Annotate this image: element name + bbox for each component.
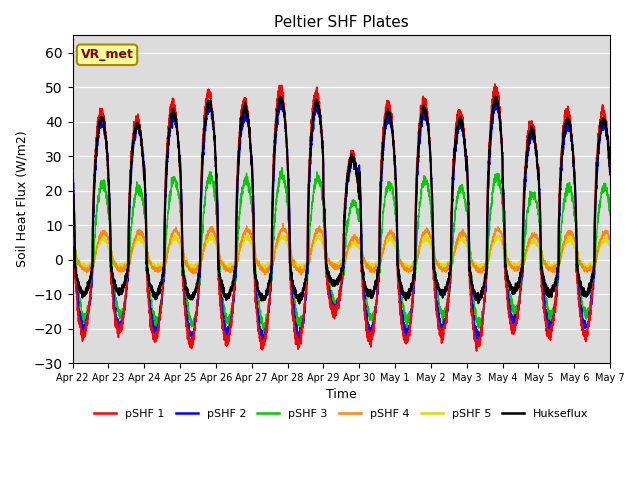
- Y-axis label: Soil Heat Flux (W/m2): Soil Heat Flux (W/m2): [15, 131, 28, 267]
- Title: Peltier SHF Plates: Peltier SHF Plates: [274, 15, 409, 30]
- X-axis label: Time: Time: [326, 388, 356, 401]
- Text: VR_met: VR_met: [81, 48, 134, 61]
- Legend: pSHF 1, pSHF 2, pSHF 3, pSHF 4, pSHF 5, Hukseflux: pSHF 1, pSHF 2, pSHF 3, pSHF 4, pSHF 5, …: [90, 404, 593, 423]
